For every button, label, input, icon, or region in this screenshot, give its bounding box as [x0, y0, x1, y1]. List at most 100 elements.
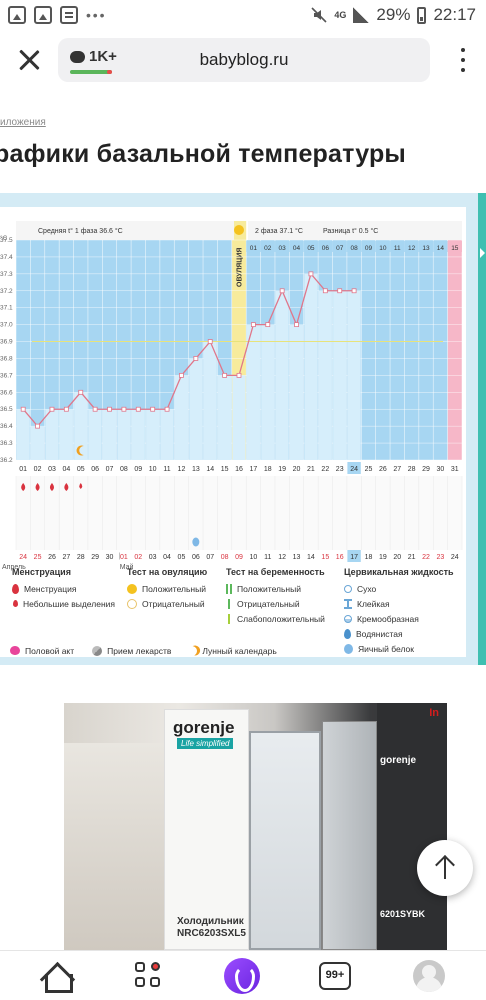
advertisement-banner[interactable]: gorenje Life simplified Холодильник NRC6… — [64, 703, 447, 950]
menstruation-drop — [49, 483, 54, 491]
positive-circle-icon — [127, 583, 137, 594]
month-sep: | — [119, 553, 121, 560]
phase1-label: Средняя t° 1 фаза 36.6 °C — [38, 227, 123, 235]
top-day-cell — [346, 241, 362, 252]
y-tick-label: 36.5 — [0, 406, 13, 413]
dry-circle-icon — [344, 584, 352, 593]
cycle-day-label: 15 — [221, 466, 229, 473]
date-label: 08 — [221, 554, 229, 561]
legend-label: Яичный белок — [358, 643, 414, 654]
legend-item: Кремообразная — [344, 611, 454, 626]
date-label: 21 — [408, 554, 416, 561]
top-day-label: 02 — [264, 245, 272, 252]
legend-item: Небольшие выделения — [12, 596, 115, 611]
more-menu-icon[interactable] — [460, 48, 466, 72]
date-label: 06 — [192, 554, 200, 561]
top-day-cell — [332, 241, 347, 252]
y-tick-label: 36.9 — [0, 339, 13, 346]
breadcrumb[interactable]: иложения — [0, 117, 46, 128]
legend-item: Клейкая — [344, 596, 454, 611]
top-day-cell — [390, 241, 405, 252]
date-label: 03 — [149, 554, 157, 561]
legend-header: Тест на овуляцию — [127, 567, 208, 577]
legend-ovulation-test: Тест на овуляцию Положительный Отрицател… — [127, 567, 207, 611]
month-may-label: Май — [120, 563, 134, 571]
rating-bar — [70, 70, 112, 74]
legend-label: Отрицательный — [237, 598, 300, 609]
home-icon[interactable] — [39, 959, 73, 993]
today-date-cell — [347, 550, 361, 562]
apps-icon[interactable] — [132, 959, 166, 993]
top-day-label: 04 — [293, 245, 301, 252]
cycle-day-label: 29 — [422, 466, 430, 473]
date-label: 12 — [278, 554, 286, 561]
cycle-day-label: 16 — [235, 466, 243, 473]
pill-icon — [92, 645, 103, 656]
ad-right-brand: gorenje — [380, 755, 417, 766]
menstruation-drop — [64, 483, 69, 491]
temp-point — [207, 339, 213, 344]
image-icon — [34, 6, 52, 24]
y-tick-label: 37.0 — [0, 322, 13, 329]
y-tick-label: 36.3 — [0, 440, 13, 447]
date-label: 02 — [134, 554, 142, 561]
temp-point — [250, 322, 256, 328]
temp-point — [193, 356, 199, 361]
date-label: 16 — [336, 554, 344, 561]
mute-icon — [311, 7, 327, 23]
temp-bar — [333, 290, 347, 460]
comments-button[interactable]: 1K+ — [70, 48, 117, 65]
battery-icon — [417, 6, 427, 24]
cycle-day-label: 19 — [278, 466, 286, 473]
top-day-cell — [404, 241, 419, 252]
temp-point — [279, 288, 285, 294]
temp-point — [107, 406, 112, 412]
temp-bar — [189, 358, 203, 460]
y-tick-label: 37.4 — [0, 254, 13, 261]
y-unit-label: °C — [0, 234, 8, 242]
cycle-day-label: 02 — [34, 466, 42, 473]
temp-bar — [16, 409, 30, 460]
top-day-cell — [289, 241, 304, 252]
temp-bar — [289, 324, 304, 460]
date-label: 17 — [350, 554, 358, 561]
y-tick-label: 37.3 — [0, 271, 13, 278]
scroll-up-button[interactable] — [417, 840, 473, 896]
legend-item: Водянистая — [344, 626, 454, 641]
ad-right-model: 6201SYBK — [380, 909, 426, 919]
date-label: 28 — [77, 554, 85, 561]
fridge-image: gorenje Life simplified Холодильник NRC6… — [164, 709, 249, 950]
legend-item: Лунный календарь — [189, 643, 276, 658]
legend-item: Половой акт — [10, 643, 74, 658]
heart-icon — [10, 646, 20, 655]
cycle-day-label: 17 — [249, 466, 257, 473]
legend-label: Кремообразная — [357, 613, 419, 624]
sticky-icon — [344, 598, 352, 609]
carousel-next-icon[interactable] — [478, 193, 486, 665]
phase2-header — [248, 221, 462, 240]
tabs-button[interactable]: 99+ — [319, 962, 351, 990]
legend-label: Положительный — [142, 583, 206, 594]
temp-bar — [59, 409, 73, 460]
address-bar[interactable]: 1K+ babyblog.ru — [58, 38, 430, 82]
top-day-cell — [447, 241, 462, 252]
date-label: 24 — [19, 554, 27, 561]
legend-label: Небольшие выделения — [23, 598, 115, 609]
close-icon[interactable] — [16, 47, 42, 73]
legend-item: Сухо — [344, 581, 454, 596]
ad-marker[interactable]: In — [429, 707, 439, 719]
ad-model-number: NRC6203SXL5 — [177, 928, 246, 939]
profile-avatar-icon[interactable] — [413, 960, 445, 992]
top-day-label: 09 — [365, 245, 373, 252]
cycle-day-label: 18 — [264, 466, 272, 473]
more-dots-icon: • • • — [86, 7, 105, 23]
cycle-day-label: 24 — [350, 466, 358, 473]
top-day-label: 01 — [250, 245, 258, 252]
legend-label: Положительный — [237, 583, 301, 594]
legend-label: Лунный календарь — [202, 645, 277, 656]
top-day-cell — [433, 241, 448, 252]
assistant-icon[interactable] — [224, 958, 260, 994]
today-cell — [347, 462, 361, 474]
date-label: 07 — [206, 554, 214, 561]
legend-item: Менструация — [12, 581, 115, 596]
